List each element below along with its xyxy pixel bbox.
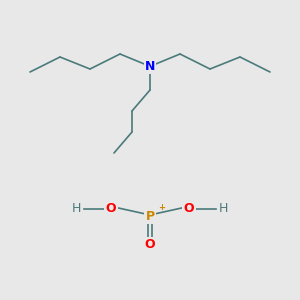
Text: H: H [219,202,228,215]
Text: H: H [72,202,81,215]
Text: P: P [146,209,154,223]
Text: O: O [145,238,155,251]
Text: O: O [106,202,116,215]
Text: +: + [158,203,165,212]
Text: O: O [184,202,194,215]
Text: N: N [145,59,155,73]
